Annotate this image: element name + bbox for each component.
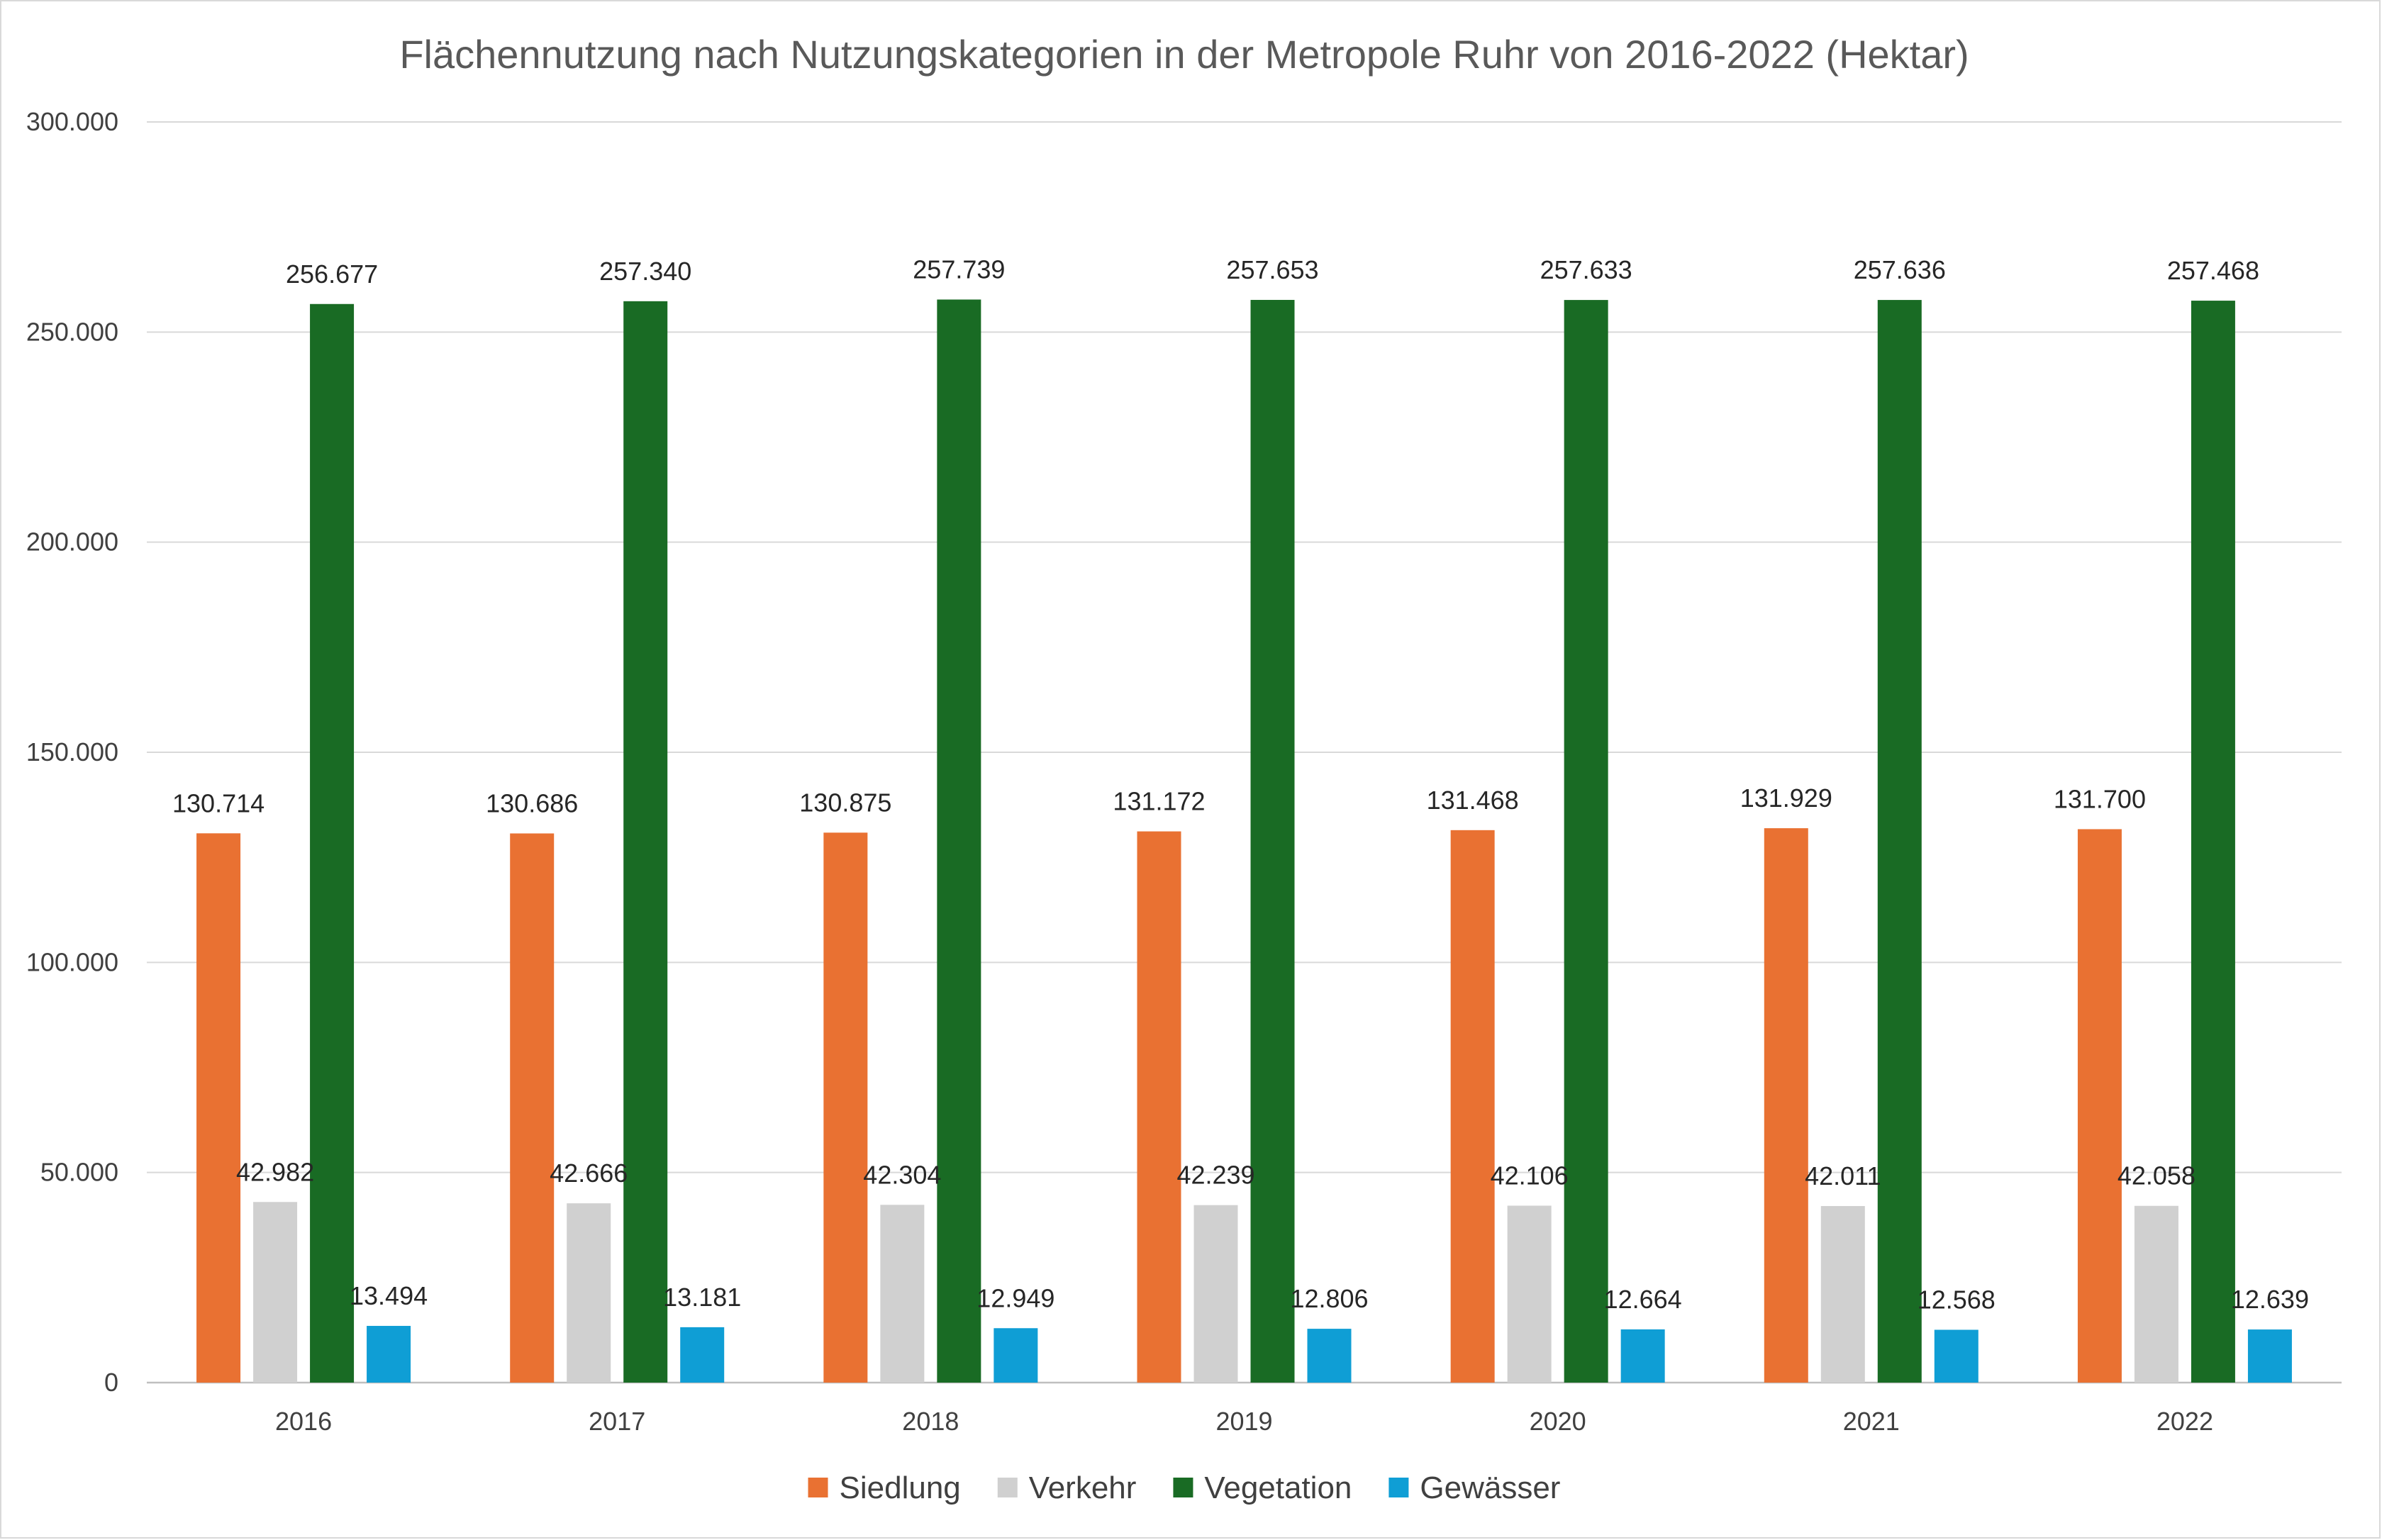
data-label: 131.700 <box>2054 784 2146 813</box>
data-label: 257.636 <box>1854 255 1946 284</box>
data-label: 130.686 <box>486 788 578 818</box>
data-label: 42.011 <box>1805 1161 1881 1190</box>
bar-siedlung-2018 <box>823 832 868 1383</box>
legend-item-siedlung[interactable]: Siedlung <box>808 1471 961 1505</box>
bar-verkehr-2022 <box>2134 1205 2178 1383</box>
bar-vegetation-2019 <box>1250 299 1295 1383</box>
y-tick-label: 200.000 <box>26 528 118 557</box>
bar-gew-sser-2020 <box>1620 1329 1665 1383</box>
legend-item-gew-sser[interactable]: Gewässer <box>1388 1471 1560 1505</box>
bar-siedlung-2017 <box>510 833 555 1383</box>
bar-vegetation-2017 <box>623 301 668 1383</box>
data-label: 42.239 <box>1176 1161 1254 1190</box>
data-label: 42.666 <box>550 1159 628 1188</box>
data-label: 42.304 <box>863 1160 941 1189</box>
bar-siedlung-2019 <box>1137 831 1181 1383</box>
legend-swatch <box>997 1478 1018 1497</box>
data-label: 131.468 <box>1427 786 1519 815</box>
legend-label: Vegetation <box>1204 1471 1352 1505</box>
legend-swatch <box>808 1478 828 1497</box>
x-tick-label: 2017 <box>589 1407 645 1436</box>
bar-vegetation-2018 <box>937 299 981 1383</box>
data-label: 257.653 <box>1226 255 1318 284</box>
data-label: 257.739 <box>913 255 1005 284</box>
bar-siedlung-2016 <box>196 833 241 1383</box>
data-label: 12.806 <box>1290 1284 1368 1313</box>
data-label: 257.340 <box>599 257 691 286</box>
bar-gew-sser-2022 <box>2247 1329 2292 1383</box>
y-tick-label: 250.000 <box>26 317 118 346</box>
bar-vegetation-2022 <box>2191 301 2235 1383</box>
x-tick-label: 2018 <box>902 1407 959 1436</box>
bar-siedlung-2020 <box>1450 830 1495 1383</box>
legend-label: Verkehr <box>1029 1471 1137 1505</box>
legend-label: Siedlung <box>840 1471 961 1505</box>
x-tick-label: 2019 <box>1215 1407 1272 1436</box>
data-label: 257.633 <box>1540 255 1632 284</box>
data-label: 131.172 <box>1113 787 1205 816</box>
data-label: 256.677 <box>286 260 378 289</box>
y-tick-label: 150.000 <box>26 737 118 766</box>
data-label: 13.181 <box>663 1283 741 1312</box>
x-tick-label: 2020 <box>1530 1407 1586 1436</box>
bar-gew-sser-2016 <box>367 1326 411 1383</box>
y-axis-ticks: 0 50.000 100.000 150.000 200.000 250.000 300.0… <box>26 107 118 1397</box>
chart-title: Flächennutzung nach Nutzungskategorien i… <box>399 32 1969 77</box>
data-label: 257.468 <box>2167 256 2259 285</box>
data-label: 130.714 <box>172 788 265 818</box>
y-tick-label: 0 <box>104 1368 118 1397</box>
legend-swatch <box>1173 1478 1193 1497</box>
data-label: 131.929 <box>1740 783 1832 813</box>
bar-verkehr-2021 <box>1820 1206 1865 1383</box>
bar-gew-sser-2019 <box>1307 1329 1352 1383</box>
data-label: 130.875 <box>799 788 891 817</box>
data-label: 12.664 <box>1604 1285 1682 1314</box>
data-label: 42.106 <box>1491 1161 1569 1190</box>
data-labels: 130.714 42.982 256.677 13.494 130.686 42.666 2… <box>172 255 2309 1314</box>
bar-siedlung-2021 <box>1764 828 1808 1383</box>
bar-siedlung-2022 <box>2077 829 2122 1383</box>
legend-swatch <box>1388 1478 1409 1497</box>
y-tick-label: 50.000 <box>40 1158 118 1187</box>
bar-gew-sser-2021 <box>1934 1329 1978 1383</box>
x-tick-label: 2021 <box>1843 1407 1900 1436</box>
bar-vegetation-2021 <box>1877 300 1922 1383</box>
bar-gew-sser-2017 <box>680 1327 725 1383</box>
gridlines <box>147 121 2342 1384</box>
y-tick-label: 300.000 <box>26 107 118 136</box>
bar-verkehr-2017 <box>567 1203 611 1383</box>
data-label: 12.949 <box>976 1283 1054 1312</box>
legend[interactable]: Siedlung Verkehr Vegetation Gewässer <box>808 1471 1561 1505</box>
bar-gew-sser-2018 <box>994 1328 1038 1383</box>
bar-vegetation-2020 <box>1564 300 1608 1383</box>
bar-verkehr-2020 <box>1507 1205 1552 1383</box>
bar-verkehr-2018 <box>880 1205 925 1383</box>
bar-verkehr-2016 <box>253 1202 298 1383</box>
legend-item-vegetation[interactable]: Vegetation <box>1173 1471 1352 1505</box>
legend-item-verkehr[interactable]: Verkehr <box>997 1471 1137 1505</box>
x-axis-ticks: 2016 2017 2018 2019 2020 2021 2022 <box>275 1407 2213 1436</box>
bars <box>196 299 2292 1383</box>
y-tick-label: 100.000 <box>26 947 118 976</box>
data-label: 13.494 <box>350 1281 428 1310</box>
data-label: 12.568 <box>1918 1285 1996 1315</box>
data-label: 42.058 <box>2117 1161 2195 1190</box>
x-tick-label: 2016 <box>275 1407 332 1436</box>
data-label: 42.982 <box>236 1157 314 1186</box>
bar-verkehr-2019 <box>1193 1205 1238 1383</box>
legend-label: Gewässer <box>1420 1471 1560 1505</box>
x-tick-label: 2022 <box>2156 1407 2213 1436</box>
data-label: 12.639 <box>2231 1285 2309 1314</box>
bar-vegetation-2016 <box>310 303 355 1383</box>
